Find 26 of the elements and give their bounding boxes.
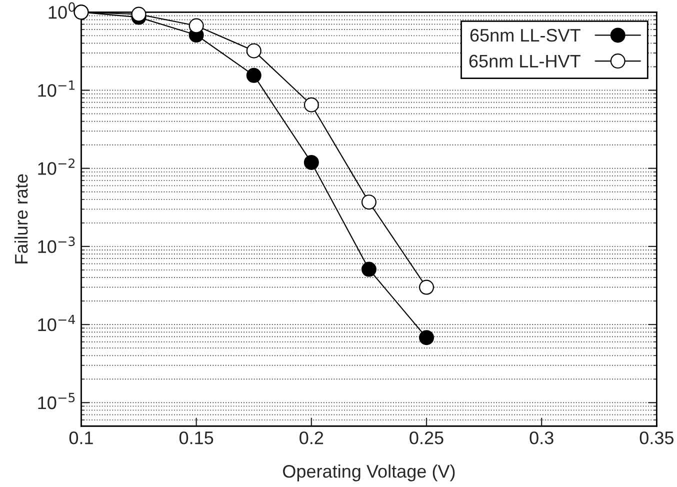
- x-tick-label: 0.2: [300, 431, 324, 444]
- x-tick-label: 0.25: [410, 431, 444, 444]
- y-tick-label: 10$^{0}$: [48, 2, 75, 19]
- y-tick-label: 10$^{−5}$: [38, 392, 75, 410]
- x-tick-label: 0.3: [530, 431, 554, 444]
- point: [419, 330, 434, 346]
- x-axis-title: Operating Voltage (V): [283, 464, 455, 482]
- point: [361, 194, 376, 210]
- y-tick-label: 10$^{−4}$: [38, 314, 76, 332]
- legend-label: 65nm LL-HVT: [469, 54, 580, 68]
- point: [419, 280, 434, 295]
- point: [361, 262, 376, 277]
- x-tick-label: 0.15: [179, 431, 214, 444]
- y-axis-title: Failure rate: [14, 174, 28, 264]
- y-tick-label: 10$^{−2}$: [38, 158, 74, 175]
- point: [304, 154, 319, 170]
- point: [131, 6, 146, 22]
- x-tick-label: 0.35: [640, 431, 674, 444]
- x-tick-label: 0.1: [69, 431, 93, 444]
- y-tick-label: 10$^{−1}$: [38, 80, 75, 97]
- point: [246, 43, 262, 58]
- point: [188, 18, 204, 34]
- point: [246, 68, 262, 83]
- point: [304, 97, 319, 112]
- legend-label: 65nm LL-SVT: [470, 28, 580, 42]
- y-tick-label: 10$^{−3}$: [38, 236, 75, 254]
